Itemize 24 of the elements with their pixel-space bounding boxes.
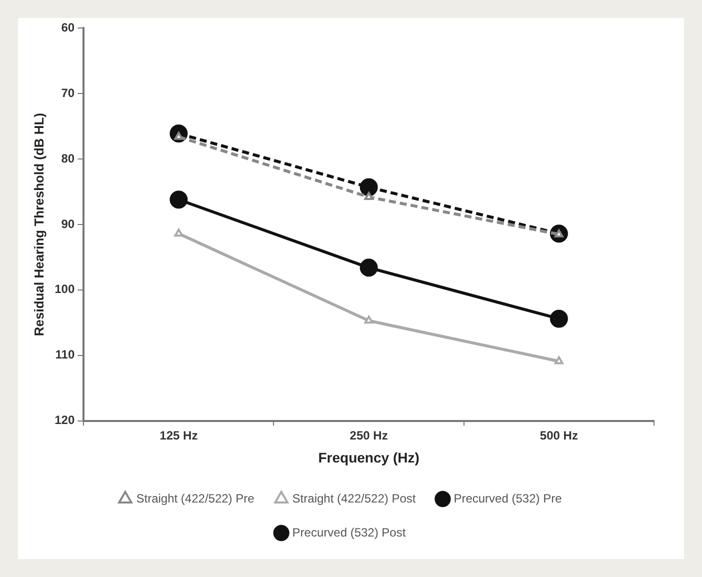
- point: [174, 228, 184, 237]
- point: [550, 310, 568, 328]
- legend-label: Straight (422/522) Post: [292, 491, 416, 506]
- point: [360, 258, 378, 277]
- x-tick-label: 500 Hz: [540, 428, 578, 442]
- y-axis-title: Residual Hearing Threshold (dB HL): [31, 112, 46, 336]
- x-tick-label: 250 Hz: [350, 428, 388, 442]
- point: [364, 316, 374, 324]
- x-axis-title: Frequency (Hz): [318, 449, 420, 466]
- point: [364, 192, 374, 200]
- legend-label: Precurved (532) Pre: [454, 491, 562, 506]
- y-tick-label: 60: [61, 20, 75, 35]
- y-tick-label: 80: [61, 151, 75, 166]
- y-tick-label: 70: [61, 86, 75, 100]
- y-tick-label: 90: [61, 216, 75, 231]
- y-tick-label: 120: [54, 413, 75, 428]
- legend-label: Precurved (532) Post: [292, 525, 406, 540]
- legend-label: Straight (422/522) Pre: [136, 491, 255, 506]
- point: [554, 356, 564, 364]
- y-tick-label: 100: [54, 282, 75, 296]
- y-tick-label: 110: [55, 348, 75, 362]
- point: [170, 190, 188, 209]
- point: [360, 178, 378, 196]
- x-tick-label: 125 Hz: [160, 428, 198, 442]
